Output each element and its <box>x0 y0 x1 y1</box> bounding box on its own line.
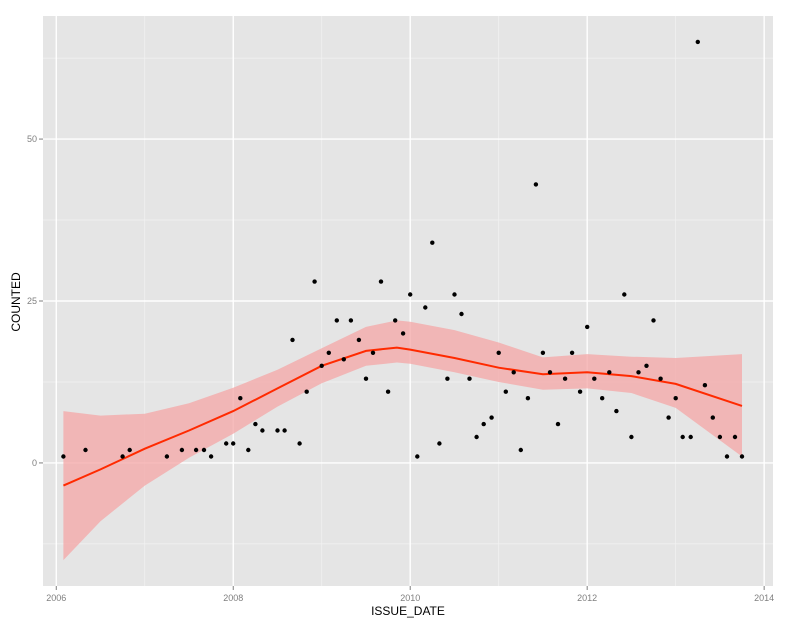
data-point <box>496 350 501 355</box>
data-point <box>688 434 693 440</box>
data-point <box>540 350 546 355</box>
data-point <box>378 279 384 284</box>
data-point <box>503 389 508 394</box>
data-point <box>629 434 634 440</box>
smooth-line <box>62 346 743 487</box>
data-point <box>61 454 66 459</box>
data-point <box>179 447 185 453</box>
data-point <box>511 370 516 375</box>
y-tick-label: 0 <box>32 458 37 468</box>
data-point <box>474 434 479 440</box>
data-point <box>193 447 199 453</box>
data-point <box>525 396 531 401</box>
data-point <box>341 357 346 362</box>
data-point <box>164 454 170 459</box>
data-point <box>437 441 442 446</box>
data-point <box>393 318 398 323</box>
data-point <box>370 350 376 355</box>
data-point <box>415 454 420 459</box>
major-gridlines <box>43 16 773 586</box>
data-point <box>636 370 641 375</box>
data-point <box>607 370 612 375</box>
data-point <box>282 428 287 433</box>
data-point <box>695 39 700 45</box>
data-point <box>304 389 309 394</box>
data-point <box>481 421 486 427</box>
data-point <box>120 454 125 459</box>
data-point <box>585 324 590 330</box>
data-point <box>430 240 435 245</box>
data-point <box>533 182 539 187</box>
smooth-line-layer <box>62 346 743 487</box>
data-point <box>724 454 730 459</box>
data-point <box>83 447 88 453</box>
data-point <box>400 331 406 336</box>
confidence-band <box>63 320 742 561</box>
data-point <box>201 447 207 453</box>
data-point <box>592 376 597 381</box>
data-point <box>334 318 339 323</box>
data-point <box>577 389 583 394</box>
y-axis-title: COUNTED <box>9 272 23 332</box>
x-tick-label: 2008 <box>223 593 243 603</box>
data-point <box>423 305 428 310</box>
data-point <box>297 441 302 446</box>
x-tick-label: 2012 <box>577 593 597 603</box>
data-point <box>673 396 678 401</box>
data-point <box>445 376 450 381</box>
data-point <box>702 383 708 388</box>
data-point <box>246 447 251 453</box>
data-point <box>385 389 391 394</box>
data-point <box>732 434 738 440</box>
data-point <box>290 337 295 343</box>
data-point <box>518 447 523 453</box>
confidence-band-layer <box>63 320 742 561</box>
data-point <box>614 408 619 414</box>
data-point <box>467 376 472 381</box>
data-point <box>408 292 413 297</box>
data-point <box>658 376 663 381</box>
data-point <box>569 350 575 355</box>
x-axis-ticks: 2006 2008 2010 2012 2014 <box>46 586 774 603</box>
data-point <box>666 415 671 420</box>
points-layer <box>61 39 745 459</box>
data-point <box>651 318 656 323</box>
data-point <box>312 279 317 284</box>
data-point <box>363 376 369 381</box>
x-tick-label: 2006 <box>46 593 66 603</box>
data-point <box>275 428 280 433</box>
y-axis-ticks: 0 25 50 <box>27 134 43 468</box>
data-point <box>459 311 464 317</box>
data-point <box>224 441 229 446</box>
data-point <box>710 415 715 420</box>
data-point <box>547 370 553 375</box>
data-point <box>231 441 236 446</box>
data-point <box>319 363 324 368</box>
data-point <box>260 428 265 433</box>
data-point <box>238 396 243 401</box>
data-point <box>644 363 649 368</box>
data-point <box>348 318 354 323</box>
data-point <box>562 376 568 381</box>
data-point <box>717 434 723 440</box>
data-point <box>622 292 627 297</box>
y-tick-label: 50 <box>27 134 37 144</box>
data-point <box>452 292 457 297</box>
data-point <box>326 350 331 355</box>
data-point <box>739 454 745 459</box>
data-point <box>555 421 561 427</box>
data-point <box>356 337 362 343</box>
data-point <box>680 434 685 440</box>
x-axis-title: ISSUE_DATE <box>371 604 445 618</box>
data-point <box>600 396 605 401</box>
x-tick-label: 2014 <box>754 593 774 603</box>
x-tick-label: 2010 <box>400 593 420 603</box>
data-point <box>253 421 258 427</box>
data-point <box>489 415 494 420</box>
data-point <box>208 454 214 459</box>
y-tick-label: 25 <box>27 296 37 306</box>
data-point <box>127 447 132 453</box>
